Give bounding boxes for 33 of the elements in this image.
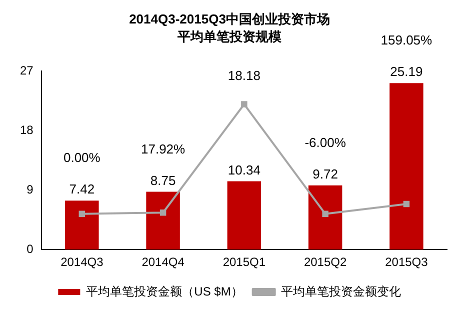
annotation: 18.18	[228, 68, 260, 83]
chart-subtitle: 平均单笔投资规模	[176, 28, 282, 44]
bar	[227, 181, 262, 250]
bar	[65, 200, 99, 250]
point	[160, 209, 166, 216]
bar	[146, 192, 180, 250]
legend-label: 平均单笔投资金额（US $M）	[86, 284, 243, 298]
point	[403, 200, 410, 208]
x-tick-label: 2015Q1	[222, 255, 266, 270]
x-tick-label: 2014Q3	[60, 255, 104, 270]
point	[241, 101, 248, 108]
point	[322, 210, 328, 218]
annotation: 0.00%	[63, 150, 101, 166]
data-label: 9.72	[312, 166, 338, 182]
data-label: 10.34	[228, 162, 260, 178]
bar	[390, 83, 424, 250]
y-tick-label: 9	[26, 182, 34, 196]
point	[78, 210, 86, 218]
bar	[308, 185, 342, 250]
x-tick-label: 2014Q4	[142, 255, 185, 270]
data-label: 7.42	[69, 182, 95, 197]
annotation: 17.92%	[140, 141, 186, 156]
y-tick-label: 0	[26, 242, 34, 256]
text: 159.05%	[380, 32, 433, 48]
data-label: 8.75	[150, 172, 176, 188]
legend-label: 平均单笔投资金额变化	[280, 284, 401, 298]
x-tick-label: 2015Q2	[304, 255, 347, 270]
data-label: 25.19	[390, 64, 423, 80]
annotation: -6.00%	[304, 134, 346, 150]
x-tick-label: 2015Q3	[385, 255, 428, 270]
chart-title: 2014Q3-2015Q3中国创业投资市场	[129, 11, 330, 26]
y-tick-label: 18	[20, 122, 34, 137]
y-tick-label: 27	[20, 64, 34, 78]
